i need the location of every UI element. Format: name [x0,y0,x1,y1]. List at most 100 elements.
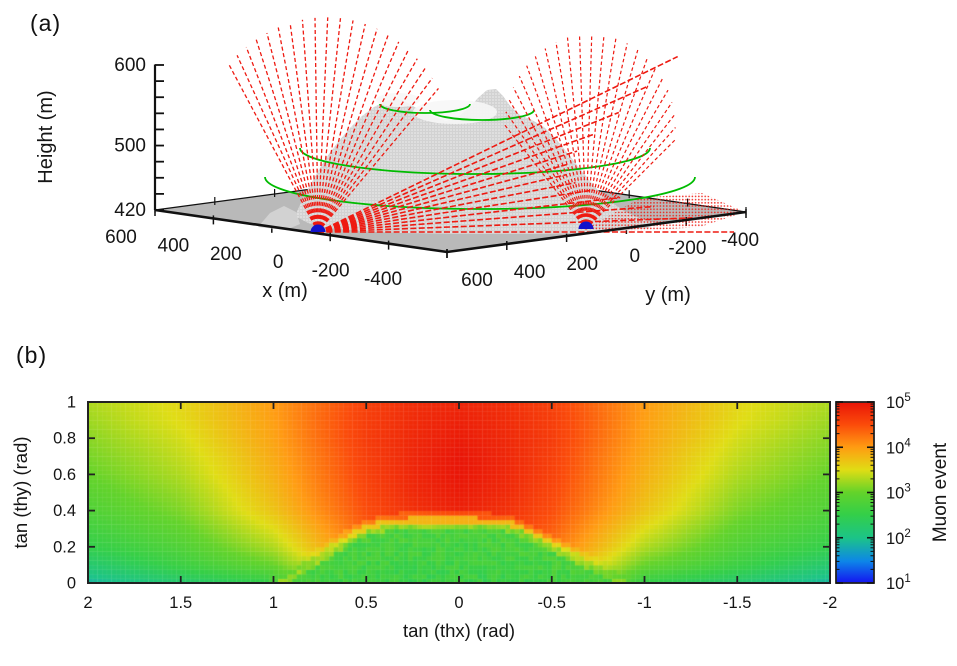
x-tick-label: -400 [364,269,402,290]
muon-ray [317,17,329,233]
muon-ray [585,102,673,230]
muon-ray [317,85,648,233]
heatmap-y-tick-label: 0 [67,575,76,593]
muon-ray [585,43,628,230]
muon-ray [317,217,693,233]
panel-a-plot: 600 400 200 0 -200 -400 600 400 200 0 -200 -400 420 5… [35,17,759,306]
muon-ray [526,65,587,230]
y-tick-label: -400 [721,230,759,251]
muon-ray [317,34,389,233]
muon-ray [555,42,587,230]
heatmap-x-tick-label: 2 [83,594,92,612]
detector-marker [310,224,326,232]
crater-patch [413,100,497,124]
x-tick-label: 400 [158,235,190,256]
y-tick-label: 600 [461,270,493,291]
muon-ray [585,34,593,230]
ray-ground-patch [586,193,745,231]
colorbar-tick-label: 102 [886,528,911,548]
muon-ray [585,49,639,230]
crater-patch [376,93,420,107]
muon-ray [317,23,366,233]
heatmap-y-tick-label: 0.4 [53,502,76,520]
muon-ray [317,173,567,233]
muon-ray [585,78,664,230]
colorbar-tick-label: 101 [886,573,911,593]
detector-marker [578,221,594,229]
muon-ray [277,27,319,233]
muon-ray [317,111,620,233]
z-tick-label: 420 [114,200,146,221]
x-tick-label: 600 [105,227,137,248]
height-axis-title: Height (m) [35,90,57,183]
mountain-surface [295,89,656,234]
muon-ray [236,55,319,233]
muon-ray [301,19,319,233]
muon-ray [317,189,594,233]
contour-line [379,103,471,114]
x-axis-title: x (m) [262,280,308,302]
muon-ray [585,35,605,230]
heatmap-y-title: tan (thy) (rad) [10,436,31,548]
muon-ray [317,163,568,233]
x-tick-label: 0 [273,252,284,273]
muon-ray [317,41,400,233]
panel-a-label: (a) [30,10,62,36]
muon-ray [585,38,617,230]
muon-ray [317,77,433,233]
muon-ray [585,127,676,230]
muon-ray [518,75,587,230]
muon-ray [317,133,596,233]
x-tick-label: 200 [210,244,242,265]
muon-ray [228,63,319,233]
muon-ray [289,22,319,233]
muon-ray [245,46,319,233]
muon-ray [512,87,587,230]
contour-line [264,176,696,210]
colorbar-tick-label: 104 [886,437,911,457]
panel-b-label: (b) [16,342,48,368]
y-tick-label: 400 [514,262,546,283]
z-tick-label: 600 [114,55,146,76]
muon-event-heatmap [88,402,830,583]
muon-ray [317,58,418,233]
muon-ray [317,88,439,233]
panel-b-plot: 2 1.5 1 0.5 0 -0.5 -1 -1.5 -2 0 0.2 0.4 0.6 0.8 1 tan (… [10,394,837,642]
muon-ray [266,32,319,233]
muon-ray [585,89,669,230]
muon-ray [314,17,319,233]
heatmap-x-tick-label: 0.5 [355,594,378,612]
heatmap-x-tick-label: 1.5 [169,594,192,612]
heatmap-x-tick-label: -2 [823,594,838,612]
x-tick-label: -200 [312,261,350,282]
colorbar-tick-label: 105 [886,392,911,412]
foothill [258,206,300,230]
muon-ray [503,123,587,230]
muon-ray [317,49,409,233]
muon-ray-fan [503,34,676,230]
muon-ray-fan [228,17,439,233]
muon-ray [585,67,657,230]
muon-ray [317,28,378,233]
heatmap-y-tick-label: 0.8 [53,430,76,448]
heatmap-x-tick-label: -1.5 [723,594,751,612]
muon-ray [317,18,342,233]
heatmap-y-tick-label: 0.6 [53,466,76,484]
contour-line [429,109,535,121]
y-tick-label: 200 [566,254,598,275]
heatmap-x-tick-label: -0.5 [538,594,566,612]
heatmap-x-tick-label: -1 [637,594,652,612]
muon-ray [544,48,587,230]
heatmap-y-tick-label: 1 [67,394,76,412]
muon-ray [578,34,587,230]
colorbar-title: Muon event [930,442,951,542]
heatmap-x-tick-label: 0 [454,594,463,612]
muon-ray [317,20,354,233]
muon-ray [585,139,676,230]
mountain-speckle [295,89,656,234]
y-axis-title: y (m) [645,284,691,306]
muon-ray [508,99,587,230]
y-tick-label: 0 [630,246,641,267]
heatmap-border [87,401,831,584]
